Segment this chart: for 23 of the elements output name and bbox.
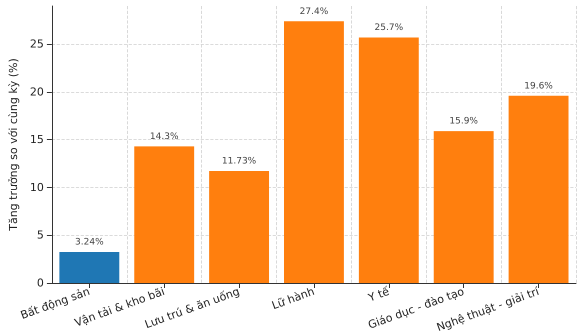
x-tick-label: Y tế <box>366 284 392 305</box>
y-tick-label: 10 <box>30 180 44 194</box>
bar <box>358 38 419 283</box>
bar <box>284 21 344 283</box>
bar <box>209 170 270 283</box>
data-label: 11.73% <box>222 156 257 166</box>
y-tick-label: 25 <box>30 38 44 51</box>
data-label: 27.4% <box>300 6 329 17</box>
bar <box>508 96 569 283</box>
y-tick-label: 5 <box>36 228 44 242</box>
bar <box>134 146 194 283</box>
data-label: 15.9% <box>449 116 478 127</box>
y-tick-label: 0 <box>36 276 44 290</box>
data-label: 19.6% <box>524 81 554 92</box>
bar <box>434 131 494 283</box>
data-label: 3.24% <box>75 238 104 248</box>
bar <box>59 252 120 283</box>
x-tick-label: Lữ hành <box>270 284 316 312</box>
y-axis-title: Tăng trưởng so với cùng kỳ (%) <box>7 58 20 232</box>
data-label: 25.7% <box>374 23 404 34</box>
data-label: 14.3% <box>150 132 179 142</box>
y-tick-label: 15 <box>30 133 44 146</box>
y-tick-label: 20 <box>30 85 44 98</box>
